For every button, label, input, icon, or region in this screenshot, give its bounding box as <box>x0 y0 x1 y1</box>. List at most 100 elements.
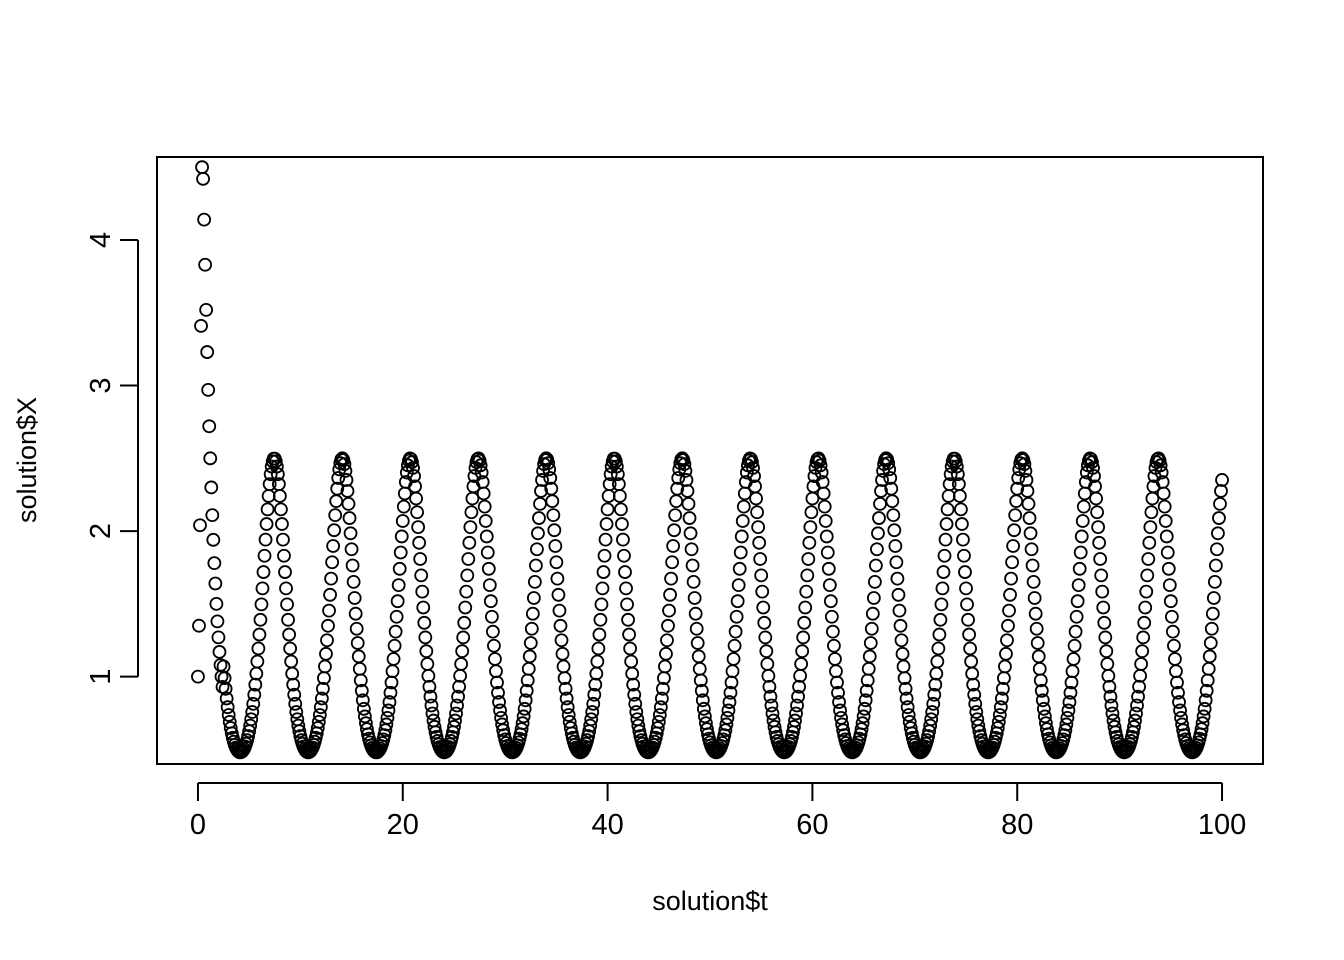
data-point <box>418 630 433 645</box>
data-point <box>1162 578 1177 593</box>
data-point <box>972 724 987 739</box>
x-tick-label: 0 <box>190 809 206 841</box>
data-point <box>830 675 844 690</box>
data-point <box>348 606 363 621</box>
data-point <box>627 687 642 702</box>
data-point <box>286 677 301 692</box>
data-point <box>523 636 538 650</box>
data-point <box>681 496 696 511</box>
data-point <box>422 679 437 694</box>
data-point <box>324 571 338 586</box>
data-point <box>1208 558 1223 573</box>
data-point <box>1067 638 1082 653</box>
data-point <box>552 603 567 618</box>
data-point <box>962 627 976 642</box>
data-point <box>279 581 293 596</box>
data-point <box>757 615 772 630</box>
data-point <box>527 574 542 589</box>
data-point <box>864 621 879 636</box>
data-point <box>796 630 811 645</box>
data-point <box>593 612 608 627</box>
data-point <box>392 561 407 576</box>
data-point <box>1134 657 1149 671</box>
data-point <box>937 548 952 563</box>
data-point <box>456 630 471 645</box>
data-point <box>1165 624 1180 639</box>
data-point <box>632 724 647 739</box>
y-tick-label: 4 <box>85 232 117 248</box>
data-point <box>968 696 983 711</box>
data-point <box>959 581 973 596</box>
data-point <box>202 419 217 434</box>
data-point <box>518 693 533 708</box>
data-point <box>903 721 918 735</box>
data-point <box>341 496 356 511</box>
data-point <box>1059 717 1074 732</box>
data-point <box>1094 568 1109 583</box>
data-point <box>517 701 532 716</box>
data-point <box>360 722 374 736</box>
data-point <box>414 568 429 583</box>
data-point <box>1066 652 1081 666</box>
data-point <box>455 644 470 659</box>
data-point <box>252 627 267 642</box>
data-point <box>867 574 882 589</box>
data-point <box>763 689 778 704</box>
data-point <box>901 708 916 722</box>
data-point <box>388 624 403 639</box>
data-point <box>203 451 218 466</box>
data-point <box>1157 499 1172 514</box>
data-point <box>382 695 397 709</box>
data-point <box>898 681 913 696</box>
data-point <box>493 703 507 718</box>
data-point <box>758 630 773 645</box>
data-point <box>473 458 488 473</box>
data-point <box>1090 505 1104 520</box>
data-point <box>337 457 352 472</box>
data-point <box>1158 514 1173 528</box>
data-point <box>1163 594 1178 609</box>
data-point <box>620 597 634 612</box>
data-point <box>1034 683 1049 698</box>
data-point <box>330 481 345 496</box>
data-point <box>823 594 838 609</box>
y-axis-label: solution$X <box>12 397 42 523</box>
data-point <box>194 318 208 333</box>
data-point <box>1176 723 1191 738</box>
data-point <box>597 548 612 563</box>
data-point <box>349 621 364 636</box>
data-point <box>424 698 439 713</box>
data-point <box>280 597 294 612</box>
data-point <box>883 471 898 485</box>
data-point <box>255 581 270 596</box>
data-point <box>750 505 765 520</box>
data-point <box>1139 584 1154 599</box>
data-point <box>1068 624 1083 639</box>
data-point <box>342 511 357 525</box>
data-point <box>1130 698 1144 713</box>
data-point <box>515 716 530 731</box>
data-point <box>797 615 812 630</box>
data-point <box>343 526 358 541</box>
data-point <box>1140 568 1155 583</box>
data-point <box>1135 644 1150 659</box>
data-point <box>326 539 341 553</box>
data-point <box>869 558 883 573</box>
data-point <box>817 499 832 514</box>
data-point <box>967 687 982 702</box>
data-point <box>661 618 675 633</box>
data-point <box>1008 508 1023 523</box>
data-point <box>1199 683 1214 698</box>
data-point <box>833 703 847 718</box>
data-point <box>822 578 837 593</box>
data-point <box>491 685 505 700</box>
data-point <box>1144 505 1159 520</box>
data-point <box>990 721 1005 735</box>
data-point <box>1104 698 1119 713</box>
data-point <box>548 539 563 553</box>
data-point <box>671 471 686 485</box>
data-point <box>1159 529 1174 544</box>
data-point <box>390 594 405 609</box>
data-point <box>598 532 613 547</box>
data-point <box>245 705 260 719</box>
